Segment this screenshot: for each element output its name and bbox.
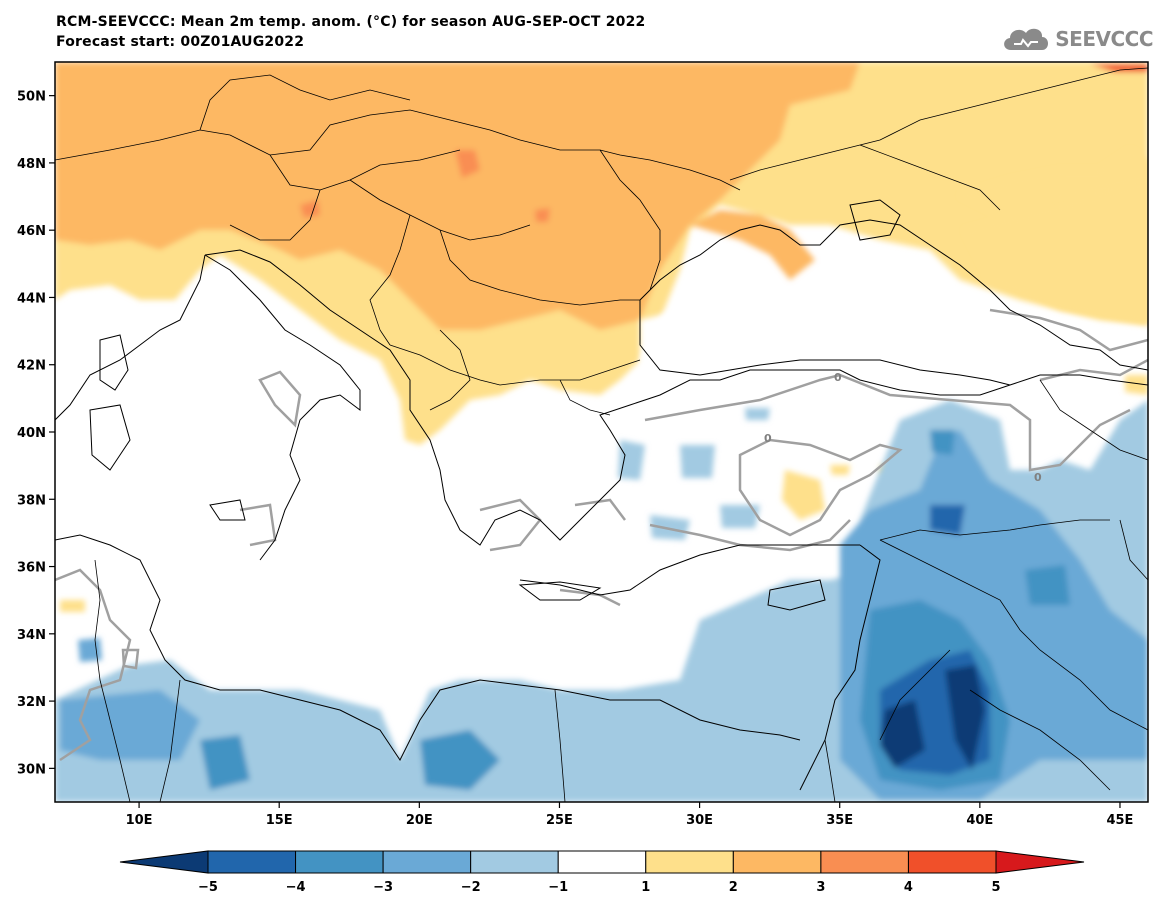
lon-tick-label: 25E [546, 813, 573, 828]
colorbar-tick-label: 5 [991, 880, 1000, 895]
lat-tick-label: 34N [17, 628, 46, 643]
cold-anomaly-fields [55, 400, 1148, 802]
anomaly-shading: 0 0 0 [55, 62, 1148, 802]
lat-tick-label: 50N [17, 90, 46, 105]
lat-tick-label: 46N [17, 224, 46, 239]
longitude-axis: 10E 15E 20E 25E 30E 35E 40E 45E [126, 802, 1133, 828]
colorbar-tick-label: 1 [641, 880, 650, 895]
colorbar-box [382, 850, 472, 874]
map-title: RCM-SEEVCCC: Mean 2m temp. anom. (°C) fo… [56, 14, 646, 30]
contour-labels: 0 0 0 [764, 371, 1042, 484]
colorbar-tick-label: −3 [373, 880, 393, 895]
colorbar-box [207, 850, 297, 874]
neutral-regions [640, 150, 1148, 395]
forecast-start-label: Forecast start: 00Z01AUG2022 [56, 34, 305, 50]
colorbar-box [907, 850, 997, 874]
lat-tick-label: 30N [17, 762, 46, 777]
colorbar-box [295, 850, 384, 874]
colorbar-tick-label: 4 [904, 880, 913, 895]
lon-tick-label: 30E [686, 813, 713, 828]
lat-tick-label: 36N [17, 561, 46, 576]
coastlines [55, 199, 1148, 791]
lat-tick-label: 42N [17, 359, 46, 374]
colorbar-tick-label: −5 [198, 880, 218, 895]
lat-tick-label: 32N [17, 695, 46, 710]
colorbar-tick-label: −1 [548, 880, 568, 895]
colorbar-max-arrow [995, 850, 1085, 874]
lon-tick-label: 45E [1106, 813, 1133, 828]
country-borders [55, 67, 1148, 802]
logo-text: SEEVCCC [1055, 27, 1153, 51]
colorbar-tick-label: −2 [461, 880, 481, 895]
latitude-axis: 30N 32N 34N 36N 38N 40N 42N 44N 46N 48N 50N [17, 90, 55, 777]
colorbar-min-arrow [119, 850, 209, 874]
cloud-icon [1004, 28, 1049, 50]
lat-tick-label: 38N [17, 493, 46, 508]
lat-tick-label: 40N [17, 426, 46, 441]
lon-tick-label: 35E [826, 813, 853, 828]
colorbar-box [732, 850, 822, 874]
colorbar-tick-label: 2 [729, 880, 738, 895]
lon-tick-label: 15E [266, 813, 293, 828]
lon-tick-label: 20E [406, 813, 433, 828]
colorbar-box [470, 850, 559, 874]
colorbar-box [820, 850, 909, 874]
colorbar-tick-label: 3 [816, 880, 825, 895]
lon-tick-label: 40E [966, 813, 993, 828]
colorbar-box [645, 850, 734, 874]
colorbar-box [557, 850, 647, 874]
seevccc-logo: SEEVCCC [999, 22, 1153, 56]
contour-label: 0 [764, 432, 772, 445]
zero-contours [55, 308, 1148, 762]
colorbar-tick-label: −4 [286, 880, 306, 895]
lat-tick-label: 48N [17, 157, 46, 172]
colorbar: −5 −4 −3 −2 −1 1 2 3 4 5 [119, 850, 1085, 895]
contour-label: 0 [1034, 471, 1042, 484]
lat-tick-label: 44N [17, 291, 46, 306]
contour-label: 0 [834, 371, 842, 384]
lon-tick-label: 10E [126, 813, 153, 828]
